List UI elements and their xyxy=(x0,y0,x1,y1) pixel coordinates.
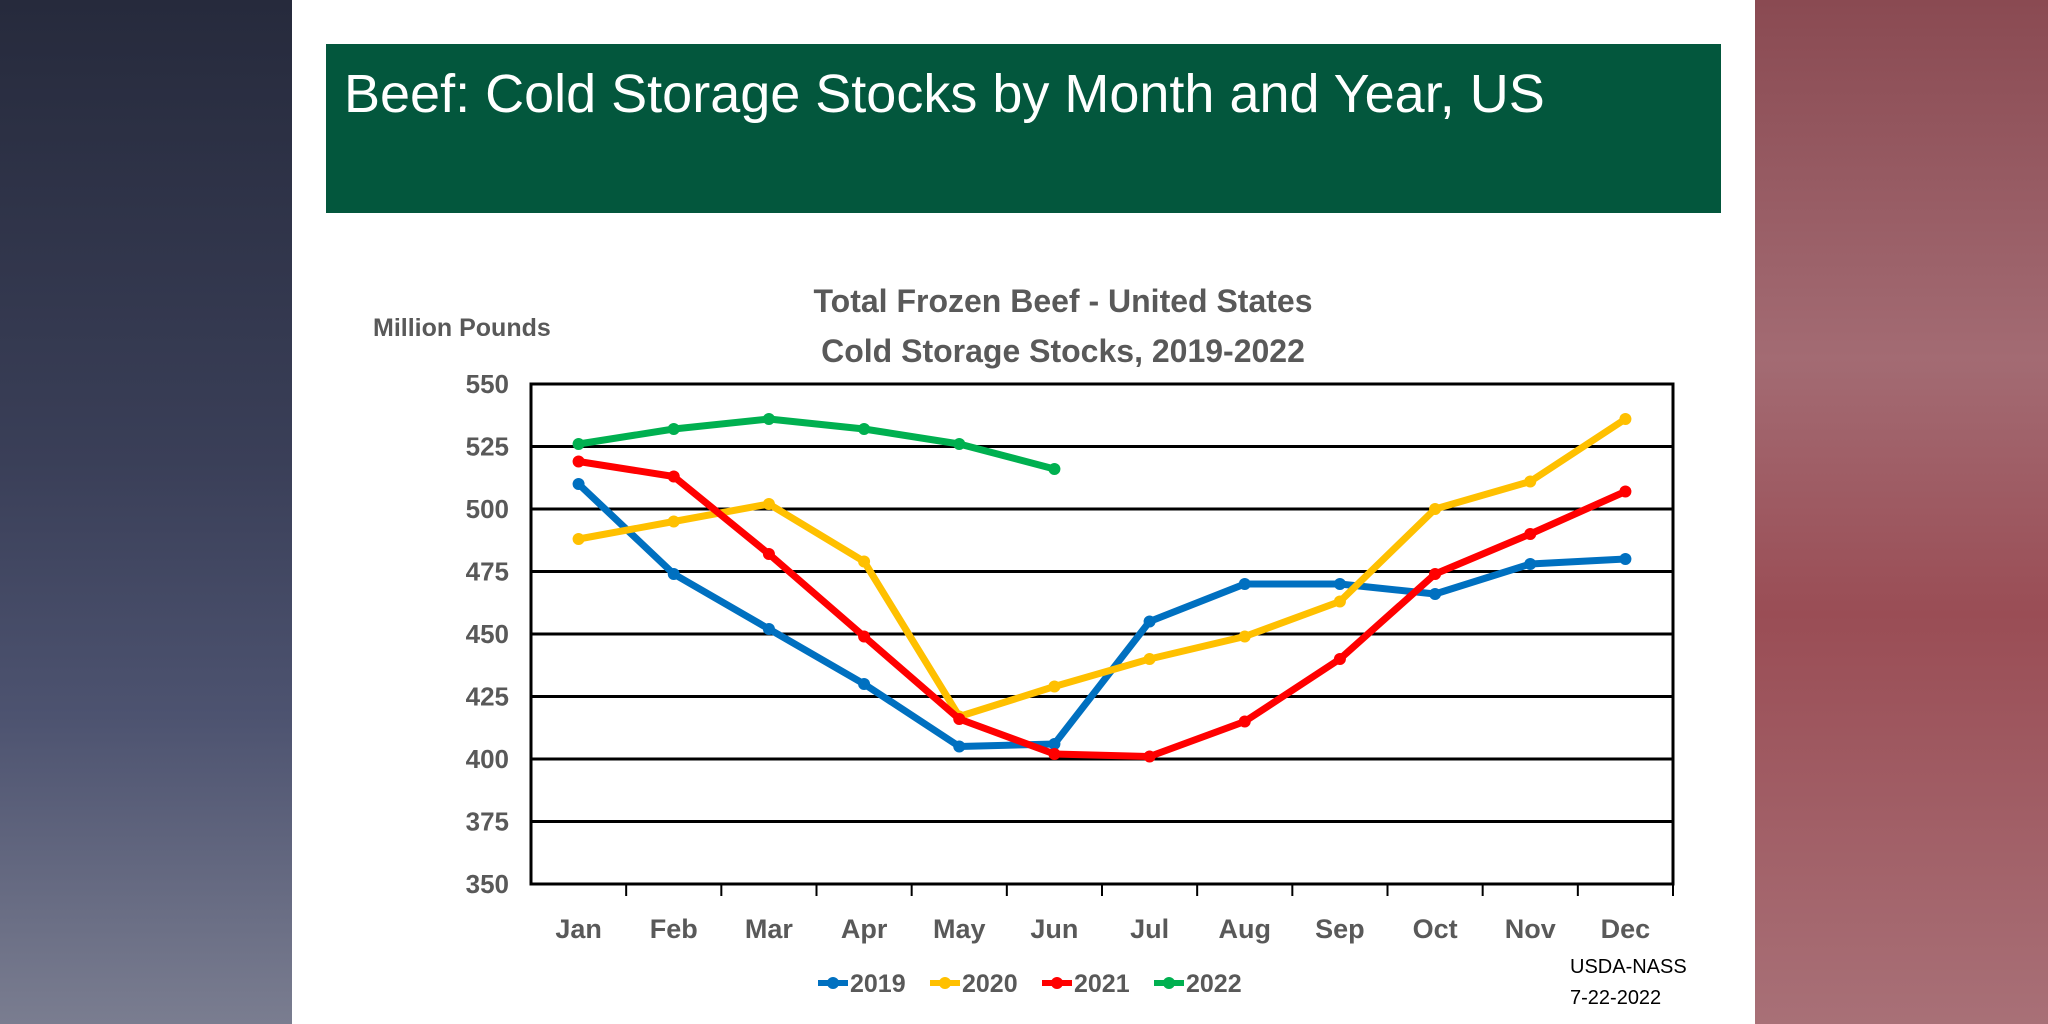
legend-marker-2022 xyxy=(1163,977,1175,989)
data-point-2020 xyxy=(1333,595,1346,608)
x-tick-label: May xyxy=(933,914,986,944)
y-tick-label: 375 xyxy=(466,807,509,837)
series-line-2019 xyxy=(576,481,1626,750)
background-left-panel xyxy=(0,0,292,1024)
legend-label: 2021 xyxy=(1074,970,1130,998)
data-point-2020 xyxy=(762,498,775,510)
data-point-2019 xyxy=(1143,615,1156,628)
x-tick-label: Nov xyxy=(1505,914,1556,944)
legend-marker-2020 xyxy=(939,977,951,989)
background-right-panel xyxy=(1755,0,2048,1024)
y-tick-label: 400 xyxy=(466,744,509,774)
legend-label: 2020 xyxy=(962,970,1018,998)
data-point-2021 xyxy=(762,548,775,560)
x-tick-label: Jan xyxy=(555,914,602,944)
data-point-2021 xyxy=(953,713,966,725)
data-point-2021 xyxy=(1429,568,1442,580)
data-point-2022 xyxy=(667,423,680,435)
x-tick-label: Dec xyxy=(1601,914,1651,944)
data-point-2021 xyxy=(1143,750,1156,763)
data-point-2020 xyxy=(572,533,585,545)
chart-title: Total Frozen Beef - United States xyxy=(813,283,1312,319)
data-point-2020 xyxy=(858,555,871,568)
x-tick-label: Apr xyxy=(841,914,888,944)
data-point-2021 xyxy=(1524,528,1537,540)
y-tick-label: 475 xyxy=(466,557,509,587)
data-point-2020 xyxy=(1048,680,1061,693)
data-point-2019 xyxy=(572,478,585,490)
slide-title: Beef: Cold Storage Stocks by Month and Y… xyxy=(344,64,1545,124)
data-point-2021 xyxy=(1333,653,1346,665)
data-point-2021 xyxy=(1238,715,1251,728)
data-point-2019 xyxy=(858,678,871,690)
y-tick-label: 550 xyxy=(466,369,509,399)
data-point-2021 xyxy=(858,630,871,643)
data-point-2020 xyxy=(1524,475,1537,488)
y-tick-label: 500 xyxy=(466,494,509,524)
data-point-2019 xyxy=(1619,553,1632,565)
series-line-2021 xyxy=(578,458,1627,760)
data-point-2022 xyxy=(762,413,775,425)
x-tick-label: Jun xyxy=(1030,914,1078,944)
data-point-2020 xyxy=(1619,413,1632,425)
data-point-2022 xyxy=(953,438,966,450)
data-point-2021 xyxy=(1048,748,1061,760)
data-point-2022 xyxy=(858,423,871,435)
data-point-2021 xyxy=(667,470,680,483)
y-axis-label: Million Pounds xyxy=(373,314,551,342)
legend-marker-2021 xyxy=(1051,977,1063,989)
x-tick-label: Oct xyxy=(1413,914,1458,944)
data-point-2021 xyxy=(572,455,585,468)
data-point-2019 xyxy=(1048,738,1061,750)
data-point-2019 xyxy=(1333,578,1346,590)
x-tick-label: Aug xyxy=(1219,914,1271,944)
y-tick-label: 525 xyxy=(466,432,509,462)
legend-label: 2022 xyxy=(1186,970,1242,998)
data-point-2019 xyxy=(667,568,680,580)
data-point-2019 xyxy=(1238,578,1251,590)
data-point-2019 xyxy=(953,740,966,753)
x-tick-label: Sep xyxy=(1315,914,1365,944)
source-date: 7-22-2022 xyxy=(1570,987,1661,1009)
legend-label: 2019 xyxy=(850,970,906,998)
data-point-2020 xyxy=(1143,653,1156,665)
y-tick-label: 425 xyxy=(466,682,509,712)
y-tick-label: 350 xyxy=(466,869,509,899)
source-label: USDA-NASS xyxy=(1570,956,1687,978)
data-point-2019 xyxy=(1524,558,1537,570)
x-tick-label: Jul xyxy=(1130,914,1169,944)
chart-subtitle: Cold Storage Stocks, 2019-2022 xyxy=(821,333,1305,369)
y-tick-label: 450 xyxy=(466,619,509,649)
data-point-2020 xyxy=(1429,503,1442,515)
data-point-2020 xyxy=(1238,630,1251,643)
data-point-2022 xyxy=(572,438,585,450)
data-point-2019 xyxy=(1429,588,1442,600)
series-line-2020 xyxy=(577,416,1628,720)
legend-marker-2019 xyxy=(827,977,839,989)
data-point-2020 xyxy=(667,515,680,528)
slide-header: Beef: Cold Storage Stocks by Month and Y… xyxy=(326,44,1721,213)
series-line-2022 xyxy=(578,415,1056,473)
x-tick-label: Feb xyxy=(650,914,698,944)
x-tick-label: Mar xyxy=(745,914,794,944)
data-point-2022 xyxy=(1048,463,1061,475)
data-point-2021 xyxy=(1619,485,1632,498)
data-point-2019 xyxy=(762,623,775,635)
